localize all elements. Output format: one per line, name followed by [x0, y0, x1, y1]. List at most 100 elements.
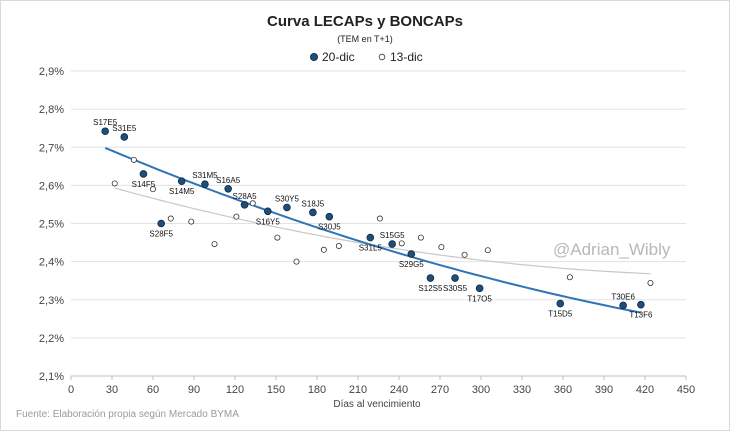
- trendlines: [104, 146, 651, 314]
- point-20-dic: [201, 180, 209, 189]
- x-tick-label: 300: [472, 384, 490, 396]
- point-20-dic: [325, 212, 334, 221]
- x-tick-label: 450: [677, 384, 695, 396]
- point-label: S15G5: [380, 231, 405, 240]
- point-label: S18J5: [302, 199, 325, 208]
- point-label: T13F6: [629, 311, 653, 320]
- point-20-dic: [101, 127, 109, 136]
- point-label: T30E6: [611, 292, 635, 301]
- point-13-dic: [647, 279, 654, 286]
- point-13-dic: [167, 215, 174, 222]
- point-13-dic: [335, 242, 342, 249]
- x-tick-label: 150: [267, 384, 285, 396]
- point-20-dic: [309, 208, 317, 217]
- x-tick-label: 120: [226, 384, 244, 396]
- point-label: S30Y5: [275, 194, 300, 203]
- point-13-dic: [130, 156, 137, 163]
- point-label: T17O5: [467, 294, 492, 303]
- point-label: S16A5: [216, 176, 241, 185]
- legend-label-20-dic: 20-dic: [322, 50, 355, 64]
- point-13-dic: [274, 234, 281, 241]
- x-axis-title: Días al vencimiento: [333, 399, 421, 410]
- point-label: S31L5: [359, 244, 383, 253]
- y-tick-label: 2,7%: [39, 142, 64, 154]
- point-label: S31M5: [192, 171, 218, 180]
- point-13-dic: [398, 240, 405, 247]
- x-tick-label: 420: [636, 384, 654, 396]
- point-label: T15D5: [548, 310, 573, 319]
- point-20-dic: [157, 219, 166, 228]
- point-13-dic: [149, 186, 156, 193]
- point-13-dic: [417, 234, 424, 241]
- x-tick-label: 270: [431, 384, 449, 396]
- point-label: S30J5: [318, 223, 341, 232]
- x-axis-ticks: 0 30 60 90 120 150 180 210 240 270 300 330 360 390 420…: [68, 376, 695, 396]
- point-label: S16Y5: [256, 217, 281, 226]
- point-20-dic: [283, 203, 291, 212]
- point-20-dic: [177, 177, 186, 185]
- point-13-dic: [376, 215, 383, 222]
- point-label: S28A5: [233, 192, 258, 201]
- chart-subtitle: (TEM en T+1): [337, 34, 393, 44]
- y-tick-label: 2,8%: [39, 104, 64, 116]
- point-13-dic: [438, 244, 445, 251]
- point-13-dic: [293, 258, 300, 265]
- point-13-dic: [188, 218, 195, 225]
- point-label: S31E5: [112, 124, 137, 133]
- point-20-dic: [139, 170, 148, 178]
- point-13-dic: [566, 274, 573, 281]
- x-tick-label: 90: [188, 384, 200, 396]
- trendline-20-dic: [104, 146, 642, 314]
- source-note: Fuente: Elaboración propia según Mercado…: [16, 409, 239, 420]
- x-tick-label: 30: [106, 384, 118, 396]
- point-20-dic: [388, 240, 396, 248]
- x-tick-label: 360: [554, 384, 572, 396]
- legend-label-13-dic: 13-dic: [390, 50, 423, 64]
- point-label: S12S5: [418, 284, 443, 293]
- point-label: S17E5: [93, 118, 118, 127]
- y-axis-ticks: 2,1% 2,2% 2,3% 2,4% 2,5% 2,6% 2,7% 2,8% 2,9%: [39, 66, 64, 383]
- y-tick-label: 2,4%: [39, 257, 64, 269]
- legend-marker-20-dic: [309, 53, 318, 62]
- y-tick-label: 2,3%: [39, 295, 64, 307]
- grid: [71, 70, 686, 377]
- point-13-dic: [249, 200, 256, 207]
- point-label: S29G5: [399, 260, 424, 269]
- point-20-dic: [475, 284, 484, 293]
- point-20-dic: [637, 300, 645, 309]
- point-13-dic: [461, 251, 468, 258]
- data-points: [101, 127, 654, 310]
- point-13-dic: [484, 247, 491, 254]
- point-20-dic: [451, 274, 459, 282]
- point-label: S30S5: [443, 284, 468, 293]
- chart-title: Curva LECAPs y BONCAPs: [267, 13, 463, 30]
- x-tick-label: 390: [595, 384, 613, 396]
- y-tick-label: 2,5%: [39, 219, 64, 231]
- point-20-dic: [426, 274, 435, 282]
- point-20-dic: [366, 233, 375, 242]
- x-tick-label: 330: [513, 384, 531, 396]
- y-tick-label: 2,9%: [39, 66, 64, 78]
- point-13-dic: [233, 213, 240, 220]
- y-tick-label: 2,2%: [39, 333, 64, 345]
- point-20-dic: [556, 299, 565, 308]
- y-tick-label: 2,6%: [39, 180, 64, 192]
- trendline-13-dic: [114, 187, 651, 275]
- point-13-dic: [211, 241, 218, 248]
- x-tick-label: 0: [68, 384, 74, 396]
- point-20-dic: [224, 185, 232, 193]
- point-label: S28F5: [149, 230, 173, 239]
- watermark: @Adrian_Wibly: [553, 240, 671, 259]
- point-20-dic: [407, 250, 416, 258]
- point-label: S14F5: [132, 180, 156, 189]
- point-20-dic: [263, 207, 272, 216]
- x-tick-label: 210: [349, 384, 367, 396]
- x-tick-label: 240: [390, 384, 408, 396]
- point-13-dic: [111, 180, 118, 187]
- legend-marker-13-dic: [378, 53, 386, 61]
- point-20-dic: [240, 201, 249, 209]
- point-20-dic: [619, 301, 627, 310]
- legend: 20-dic 13-dic: [309, 50, 423, 64]
